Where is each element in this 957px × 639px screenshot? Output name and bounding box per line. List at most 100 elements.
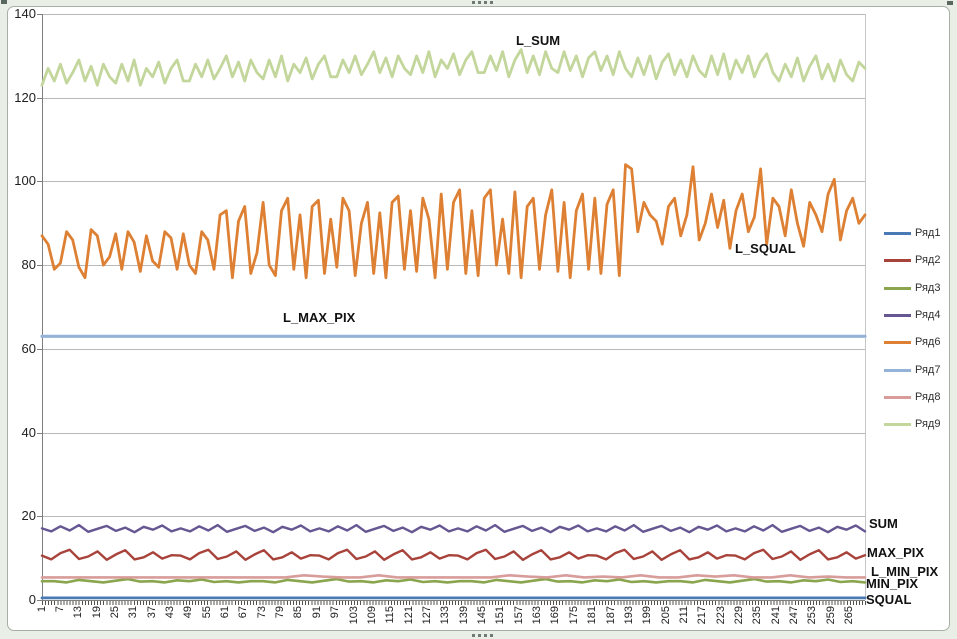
chart-resize-handle-top-left[interactable]	[1, 0, 7, 4]
legend-line-swatch	[884, 340, 911, 344]
x-axis-tick-label: 235	[751, 606, 764, 625]
y-axis-tick	[37, 98, 42, 99]
x-axis-tick-marks	[42, 601, 866, 605]
legend-line-swatch	[884, 313, 911, 317]
y-axis-tick-label: 100	[14, 173, 36, 188]
x-axis-tick-label: 91	[310, 606, 323, 619]
x-axis-tick-label: 169	[549, 606, 562, 625]
gridline	[42, 98, 865, 99]
legend-entry-Ряд8[interactable]: Ряд8	[884, 390, 940, 404]
x-axis-tick-label: 157	[512, 606, 525, 625]
y-axis-tick-label: 60	[21, 341, 36, 356]
data-label-MIN_PIX[interactable]: MIN_PIX	[866, 576, 919, 591]
series-line-Ряд8[interactable]	[40, 573, 867, 579]
x-axis-tick-label: 217	[696, 606, 709, 625]
y-axis-tick-label: 20	[21, 508, 36, 523]
y-axis-tick	[37, 600, 42, 601]
y-axis-tick	[37, 433, 42, 434]
legend-label: Ряд3	[915, 282, 941, 294]
x-axis-tick-label: 187	[604, 606, 617, 625]
x-axis-tick-label: 181	[586, 606, 599, 625]
x-axis-tick-label: 19	[90, 606, 103, 619]
legend-label: Ряд9	[915, 418, 941, 430]
data-label-SUM[interactable]: SUM	[869, 516, 898, 531]
x-axis-tick-label: 7	[53, 606, 66, 613]
series-line-Ряд4[interactable]	[40, 523, 867, 534]
x-axis-tick-label: 13	[72, 606, 85, 619]
legend-entry-Ряд2[interactable]: Ряд2	[884, 253, 940, 267]
x-axis-tick-label: 97	[329, 606, 342, 619]
plot-right-border	[865, 14, 866, 600]
legend-line-swatch	[884, 286, 911, 290]
data-label-L_SUM[interactable]: L_SUM	[516, 33, 561, 48]
x-axis-tick-label: 115	[384, 606, 397, 624]
series-line-Ряд3[interactable]	[40, 577, 867, 584]
x-axis-tick-label: 259	[824, 606, 837, 625]
x-axis-line	[42, 600, 865, 601]
x-axis-tick-label: 139	[457, 606, 470, 625]
x-axis-tick-label: 43	[163, 606, 176, 619]
chart-resize-handle-top-center[interactable]	[472, 1, 496, 4]
gridline	[42, 181, 865, 182]
legend-entry-Ряд3[interactable]: Ряд3	[884, 281, 940, 295]
y-axis-line[interactable]	[42, 14, 43, 600]
legend-entry-Ряд6[interactable]: Ряд6	[884, 335, 940, 349]
legend-entry-Ряд9[interactable]: Ряд9	[884, 417, 940, 431]
data-label-MAX_PIX[interactable]: MAX_PIX	[867, 545, 925, 560]
x-axis-tick-label: 211	[677, 606, 690, 624]
legend-label: Ряд4	[915, 309, 941, 321]
plot-area[interactable]	[40, 14, 867, 600]
x-axis-tick-label: 79	[274, 606, 287, 619]
y-axis-tick	[37, 265, 42, 266]
x-axis-tick-label: 223	[714, 606, 727, 625]
gridline	[42, 433, 865, 434]
x-axis-tick-label: 247	[788, 606, 801, 625]
legend-entry-Ряд7[interactable]: Ряд7	[884, 363, 940, 377]
legend-label: Ряд7	[915, 364, 941, 376]
legend-entry-Ряд4[interactable]: Ряд4	[884, 308, 940, 322]
gridline	[42, 516, 865, 517]
legend-label: Ряд2	[915, 254, 941, 266]
x-axis-tick-label: 193	[622, 606, 635, 625]
x-axis-tick-label: 55	[200, 606, 213, 619]
x-axis-tick-label: 229	[733, 606, 746, 625]
series-line-Ряд6[interactable]	[40, 163, 867, 280]
y-axis-tick-label: 80	[21, 257, 36, 272]
data-label-SQUAL[interactable]: SQUAL	[866, 592, 912, 607]
x-axis-tick-label: 121	[402, 606, 415, 625]
x-axis-tick-label: 109	[365, 606, 378, 625]
series-line-Ряд9[interactable]	[40, 48, 867, 87]
chart-resize-handle-top-right[interactable]	[947, 1, 953, 5]
y-axis-tick-label: 120	[14, 90, 36, 105]
legend-line-swatch	[884, 231, 911, 235]
x-axis-tick-label: 85	[292, 606, 305, 619]
x-axis-tick-label: 37	[145, 606, 158, 619]
legend-entry-Ряд1[interactable]: Ряд1	[884, 226, 940, 240]
data-label-L_MIN_PIX[interactable]: L_MIN_PIX	[871, 564, 939, 579]
x-axis-tick-label: 145	[476, 606, 489, 625]
y-axis-tick	[37, 349, 42, 350]
x-axis-tick-label: 61	[219, 606, 232, 619]
legend-line-swatch	[884, 395, 911, 399]
x-axis-tick-label: 205	[659, 606, 672, 625]
y-axis-tick-label: 140	[14, 6, 36, 21]
x-axis-tick-label: 1	[35, 606, 48, 613]
legend-line-swatch	[884, 368, 911, 372]
series-line-Ряд2[interactable]	[40, 548, 867, 561]
y-axis-tick	[37, 181, 42, 182]
x-axis-tick-label: 127	[420, 606, 433, 625]
x-axis-tick-label: 241	[769, 606, 782, 625]
x-axis-tick-label: 67	[237, 606, 250, 619]
chart-resize-handle-bottom-center[interactable]	[472, 634, 496, 637]
legend-line-swatch	[884, 422, 911, 426]
y-axis-tick	[37, 14, 42, 15]
x-axis-tick-label: 73	[255, 606, 268, 619]
x-axis-tick-label: 151	[494, 606, 507, 625]
x-axis-tick-label: 25	[108, 606, 121, 619]
x-axis-tick-label: 133	[439, 606, 452, 625]
data-label-L_SQUAL[interactable]: L_SQUAL	[735, 241, 796, 256]
data-label-L_MAX_PIX[interactable]: L_MAX_PIX	[283, 310, 356, 325]
y-axis-tick-label: 0	[28, 592, 36, 607]
gridline	[42, 349, 865, 350]
